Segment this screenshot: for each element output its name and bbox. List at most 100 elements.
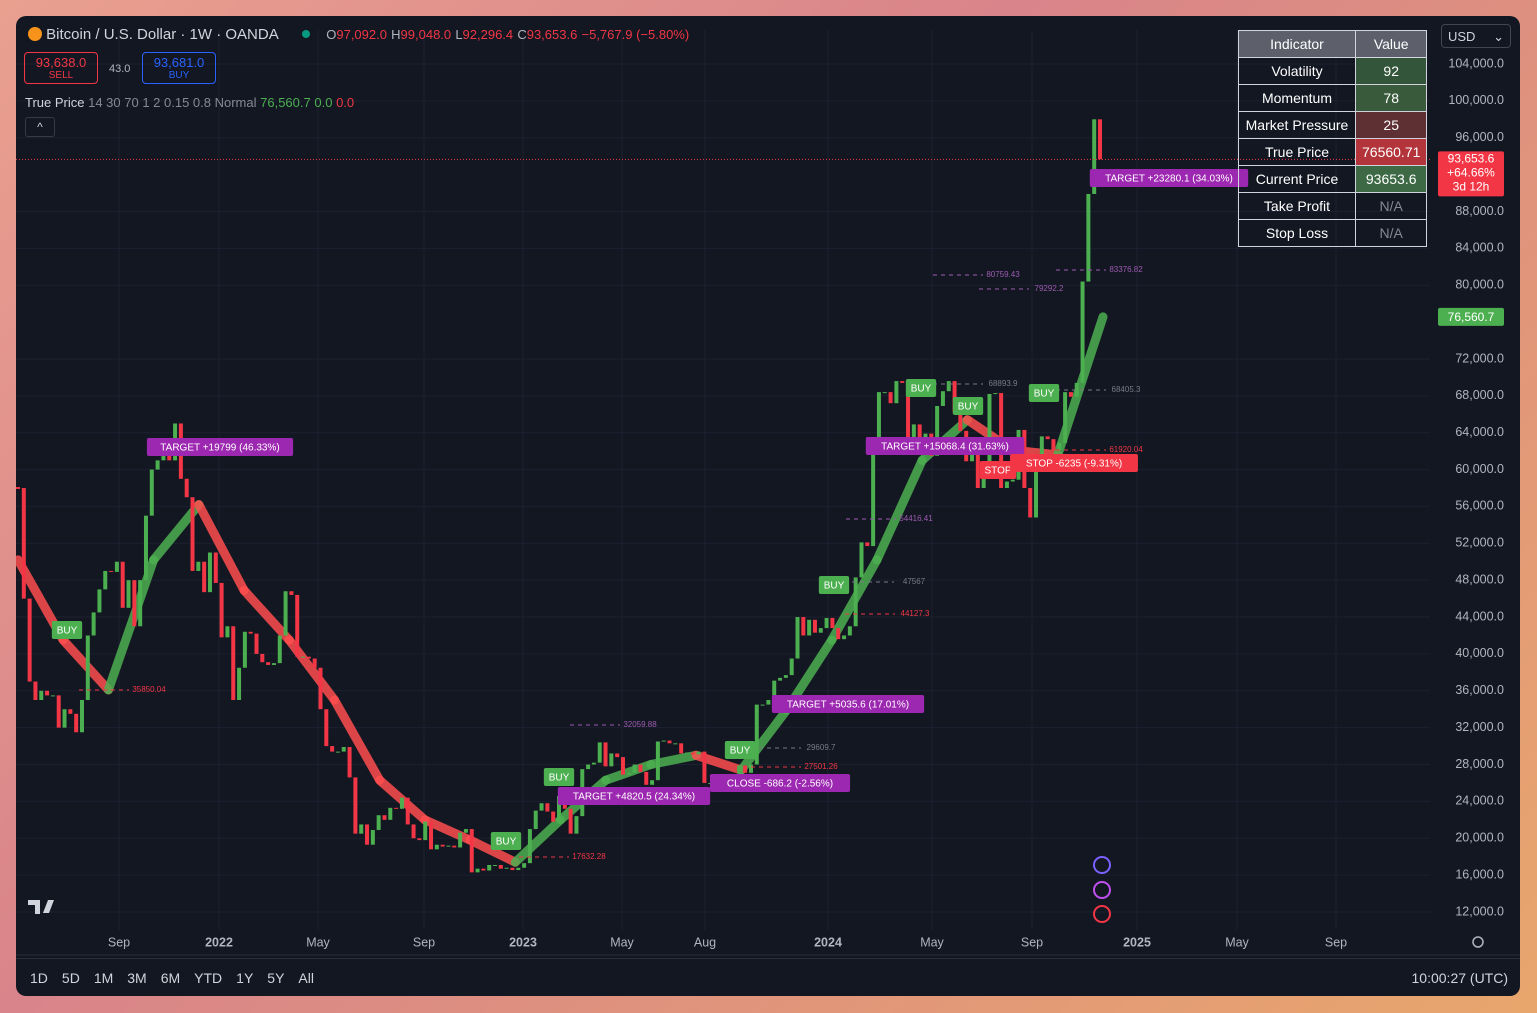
candle [114, 561, 119, 572]
candle [446, 845, 451, 847]
candle [487, 864, 492, 871]
table-header: Indicator Value [1238, 30, 1428, 58]
true-price-band [510, 815, 565, 867]
level-label: 44127.3 [901, 609, 930, 618]
candle [917, 424, 922, 442]
candle [266, 662, 271, 665]
candle [138, 580, 143, 627]
candle [795, 617, 800, 659]
level-label: 29609.7 [807, 743, 836, 752]
o-label: O [326, 27, 337, 42]
candle [830, 617, 835, 629]
candle [103, 570, 108, 590]
candle [626, 772, 631, 775]
candle [184, 478, 189, 498]
toolbar-icon [1093, 881, 1111, 899]
sell-button[interactable]: 93,638.0 SELL [24, 52, 98, 84]
candle [242, 631, 247, 668]
x-tick-label: Sep [1325, 935, 1347, 949]
candle [231, 626, 236, 700]
signal-text: STOP -6235 (-9.31%) [1026, 459, 1122, 470]
range-button[interactable]: YTD [194, 970, 223, 986]
level-label: 80759.43 [986, 270, 1020, 279]
candle [748, 764, 753, 773]
candle [906, 382, 911, 439]
collapse-button[interactable]: ^ [25, 117, 55, 137]
signal-text: BUY [496, 837, 517, 848]
cell: Current Price [1238, 165, 1356, 193]
level-label: 54416.41 [899, 514, 933, 523]
range-button[interactable]: 1D [30, 970, 48, 986]
symbol[interactable]: Bitcoin / U.S. Dollar · 1W · OANDA [46, 26, 278, 43]
indicator-params: 14 30 70 1 2 0.15 0.8 Normal [88, 95, 257, 110]
candle [946, 381, 951, 392]
current-price-label: 3d 12h [1453, 180, 1490, 194]
cell: Momentum [1238, 84, 1356, 112]
candle [1080, 281, 1085, 383]
range-button[interactable]: 6M [160, 970, 181, 986]
candle [1039, 436, 1044, 472]
y-tick-label: 80,000.0 [1455, 278, 1504, 292]
l-label: L [455, 27, 463, 42]
candle [202, 561, 207, 593]
cell: 76560.71 [1354, 138, 1428, 166]
range-button[interactable]: 5Y [267, 970, 285, 986]
cell: N/A [1354, 192, 1428, 220]
candle [301, 656, 306, 658]
candle [85, 635, 90, 700]
low: 92,296.4 [462, 27, 514, 42]
currency-select[interactable]: USD ⌄ [1441, 24, 1511, 48]
signal-box [818, 576, 850, 594]
candle [842, 635, 847, 640]
x-tick-label: 2022 [205, 935, 233, 949]
signal-label: BUY [490, 832, 522, 850]
candle [382, 815, 387, 820]
candle [463, 829, 468, 833]
candle [440, 844, 445, 847]
candle [289, 591, 294, 595]
y-tick-label: 44,000.0 [1455, 609, 1504, 623]
candle [452, 845, 457, 848]
y-tick-label: 88,000.0 [1455, 204, 1504, 218]
sell-label: SELL [48, 70, 74, 81]
candle [498, 864, 503, 869]
signal-label: BUY [818, 576, 850, 594]
candle [772, 680, 777, 700]
chart-window: 104,000.0 100,000.0 96,000.0 88,000.0 84,000… [16, 16, 1520, 996]
candle [935, 405, 940, 456]
range-button[interactable]: 1M [93, 970, 114, 986]
indicator-value: 76,560.7 [260, 95, 311, 110]
candle [958, 412, 963, 431]
candle [812, 619, 817, 633]
candle [702, 751, 707, 783]
range-button[interactable]: 3M [127, 970, 147, 986]
y-tick-label: 36,000.0 [1455, 683, 1504, 697]
range-button[interactable]: 1Y [236, 970, 254, 986]
current-price-label: +64.66% [1447, 166, 1495, 180]
candle [609, 753, 614, 767]
indicator-name[interactable]: True Price [25, 95, 85, 110]
buy-button[interactable]: 93,681.0 BUY [142, 52, 216, 84]
cell: N/A [1354, 219, 1428, 247]
candle [644, 771, 649, 785]
true-price-band [465, 835, 520, 867]
cell: Market Pressure [1238, 111, 1356, 139]
candle [650, 780, 655, 785]
level-label: 17632.28 [572, 852, 606, 861]
range-button[interactable]: 5D [61, 970, 80, 986]
candle [760, 704, 765, 706]
cell: 93653.6 [1354, 165, 1428, 193]
candle [295, 594, 300, 657]
signal-label: TARGET +5035.6 (17.01%) [771, 695, 925, 713]
indicator-value: 0.0 [336, 95, 355, 110]
range-button[interactable]: All [298, 970, 314, 986]
candle [225, 626, 230, 638]
candle [56, 695, 61, 728]
cell: 78 [1354, 84, 1428, 112]
x-tick-label: May [610, 935, 634, 949]
candle [1098, 119, 1102, 160]
candle [417, 838, 422, 841]
candle [545, 803, 550, 812]
candle [557, 795, 561, 822]
y-tick-label: 32,000.0 [1455, 720, 1504, 734]
